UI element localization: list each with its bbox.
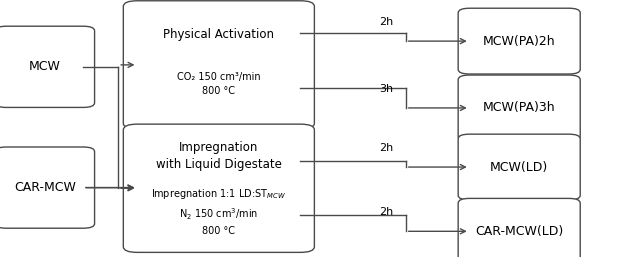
Text: Impregnation 1:1 LD:ST$_{MCW}$
N$_2$ 150 cm$^3$/min
800 °C: Impregnation 1:1 LD:ST$_{MCW}$ N$_2$ 150… (151, 187, 286, 236)
FancyBboxPatch shape (458, 8, 580, 74)
FancyBboxPatch shape (0, 26, 95, 107)
FancyBboxPatch shape (458, 75, 580, 141)
Text: Physical Activation: Physical Activation (164, 28, 274, 41)
Text: MCW(PA)2h: MCW(PA)2h (483, 35, 555, 48)
FancyBboxPatch shape (0, 147, 95, 228)
Text: 3h: 3h (380, 84, 394, 94)
FancyBboxPatch shape (458, 198, 580, 257)
FancyBboxPatch shape (123, 124, 314, 252)
Text: 2h: 2h (380, 143, 394, 153)
FancyBboxPatch shape (458, 134, 580, 200)
Text: CO₂ 150 cm³/min
800 °C: CO₂ 150 cm³/min 800 °C (177, 72, 261, 96)
Text: MCW: MCW (29, 60, 61, 73)
Text: 2h: 2h (380, 207, 394, 217)
Text: Impregnation
with Liquid Digestate: Impregnation with Liquid Digestate (156, 141, 282, 170)
Text: MCW(PA)3h: MCW(PA)3h (483, 102, 555, 114)
Text: 2h: 2h (380, 17, 394, 27)
Text: MCW(LD): MCW(LD) (490, 161, 548, 173)
Text: CAR-MCW(LD): CAR-MCW(LD) (475, 225, 564, 238)
Text: CAR-MCW: CAR-MCW (14, 181, 75, 194)
FancyBboxPatch shape (123, 1, 314, 129)
